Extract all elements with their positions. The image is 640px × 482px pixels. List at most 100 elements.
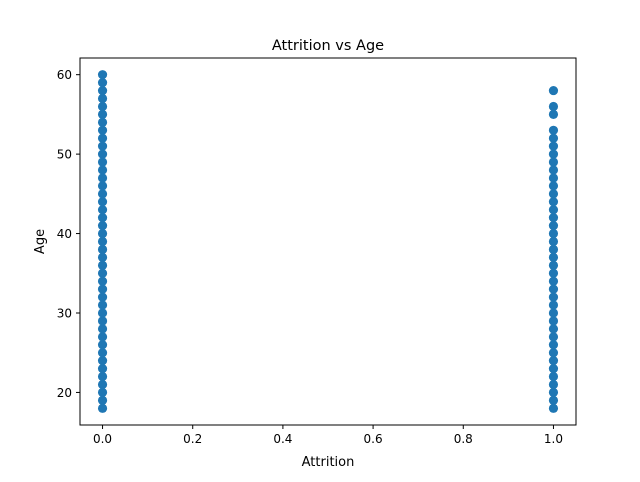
data-point — [548, 109, 559, 119]
plot-frame — [79, 57, 577, 426]
data-point — [97, 213, 108, 223]
x-tick-label: 0.0 — [93, 432, 112, 446]
data-point — [97, 324, 108, 334]
data-point — [97, 276, 108, 286]
data-point — [97, 268, 108, 278]
data-point — [548, 149, 559, 159]
data-point — [97, 141, 108, 151]
data-point — [548, 181, 559, 191]
data-point — [97, 284, 108, 294]
data-point — [97, 181, 108, 191]
data-point — [548, 85, 559, 96]
data-point — [548, 300, 559, 310]
x-tick-label: 0.6 — [364, 432, 383, 446]
data-points — [97, 70, 559, 413]
data-point — [97, 205, 108, 215]
y-tick-label: 20 — [57, 386, 72, 400]
x-axis-ticks: 0.0 0.2 0.4 0.6 0.8 1.0 — [93, 425, 563, 446]
data-point — [97, 157, 108, 167]
data-point — [97, 221, 108, 231]
data-point — [548, 332, 559, 342]
data-point — [548, 379, 559, 390]
chart-title: Attrition vs Age — [272, 38, 384, 54]
data-point — [548, 133, 559, 143]
data-point — [548, 292, 559, 302]
data-point — [548, 205, 559, 215]
data-point — [548, 228, 559, 239]
data-point — [548, 348, 559, 358]
y-tick-label: 40 — [57, 227, 72, 241]
data-point — [97, 379, 108, 390]
data-point — [548, 157, 559, 167]
data-point — [97, 244, 108, 255]
data-point — [97, 364, 108, 374]
data-point — [97, 292, 108, 302]
data-point — [548, 356, 559, 366]
data-point — [97, 165, 108, 175]
x-axis-label: Attrition — [302, 455, 355, 470]
data-point — [548, 236, 559, 247]
data-point — [548, 276, 559, 286]
data-point — [97, 197, 108, 207]
data-point — [97, 117, 108, 127]
data-point — [548, 371, 559, 382]
data-point — [548, 141, 559, 151]
data-point — [548, 403, 559, 413]
data-point — [548, 387, 559, 398]
data-point — [97, 70, 108, 80]
data-point — [548, 324, 559, 334]
data-point — [548, 316, 559, 326]
data-point — [97, 403, 108, 413]
data-point — [97, 252, 108, 262]
data-point — [97, 85, 108, 96]
data-point — [548, 213, 559, 223]
data-point — [97, 332, 108, 342]
data-point — [97, 387, 108, 398]
data-point — [97, 308, 108, 318]
data-point — [97, 356, 108, 366]
x-tick-label: 0.8 — [454, 432, 473, 446]
x-tick-label: 0.2 — [183, 432, 202, 446]
data-point — [97, 189, 108, 199]
data-point — [97, 78, 108, 88]
data-point — [97, 316, 108, 326]
data-point — [548, 364, 559, 374]
data-point — [548, 244, 559, 255]
data-point — [548, 340, 559, 350]
y-tick-label: 50 — [57, 148, 72, 162]
data-point — [97, 348, 108, 358]
data-point — [97, 395, 108, 405]
y-axis-label: Age — [33, 229, 48, 254]
data-point — [548, 268, 559, 278]
data-point — [97, 260, 108, 270]
data-point — [97, 149, 108, 159]
data-point — [97, 228, 108, 239]
data-point — [97, 101, 108, 112]
x-tick-label: 0.4 — [273, 432, 292, 446]
data-point — [97, 340, 108, 350]
data-point — [548, 260, 559, 270]
data-point — [548, 165, 559, 175]
y-tick-label: 30 — [57, 306, 72, 320]
data-point — [548, 189, 559, 199]
data-point — [548, 197, 559, 207]
data-point — [548, 395, 559, 405]
data-point — [97, 236, 108, 247]
x-tick-label: 1.0 — [544, 432, 563, 446]
data-point — [548, 221, 559, 231]
data-point — [548, 101, 559, 112]
data-point — [97, 371, 108, 382]
data-point — [548, 308, 559, 318]
data-point — [548, 173, 559, 183]
data-point — [97, 133, 108, 143]
data-point — [548, 125, 559, 135]
data-point — [97, 300, 108, 310]
data-point — [97, 109, 108, 119]
data-point — [97, 173, 108, 183]
data-point — [97, 125, 108, 135]
data-point — [97, 93, 108, 104]
y-axis-ticks: 20 30 40 50 60 — [57, 68, 80, 400]
y-tick-label: 60 — [57, 68, 72, 82]
